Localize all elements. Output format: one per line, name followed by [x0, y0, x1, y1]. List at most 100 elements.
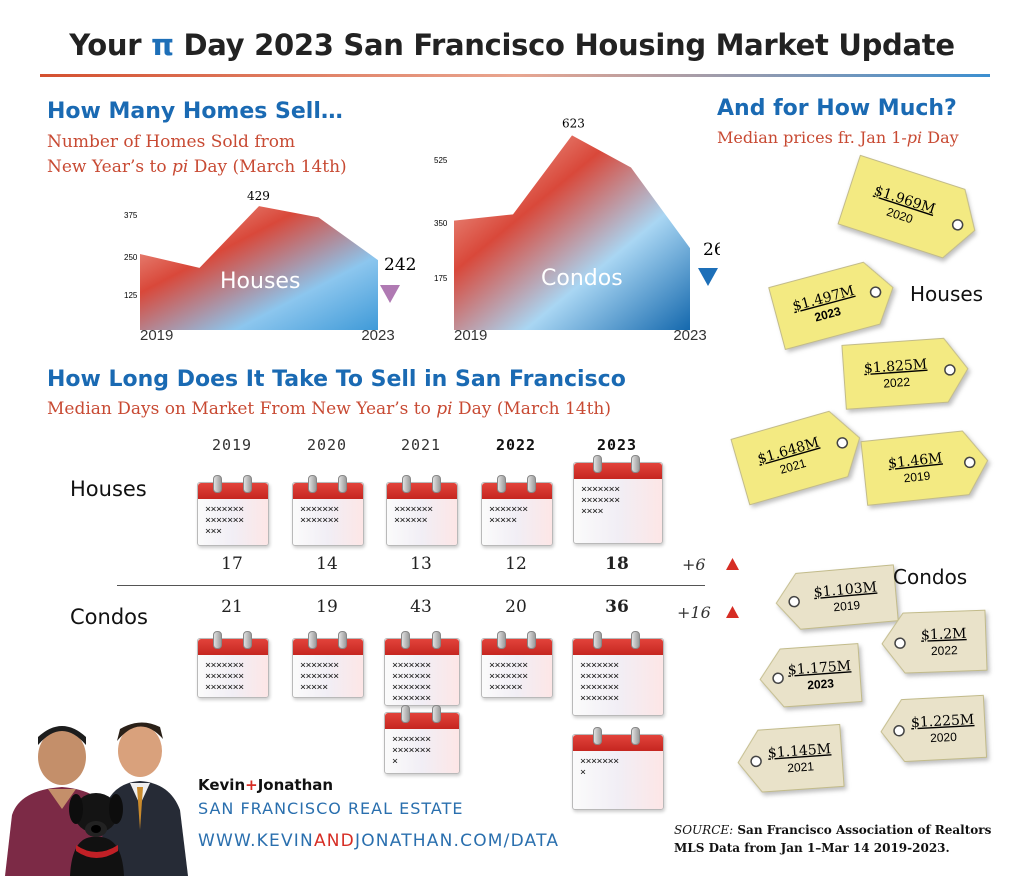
- condos-delta: +16: [677, 603, 711, 622]
- calendar-header: [385, 713, 459, 729]
- condos-days-calendar: ××××××× ××××××× ×××××: [292, 631, 364, 698]
- calendar-ring-icon: [592, 727, 602, 745]
- calendar-header: [198, 639, 268, 655]
- day-marks: ××××××× ××××××× ××××××× ×××××××: [580, 660, 619, 704]
- calendar-header: [574, 463, 662, 479]
- x-tick-label: 2021: [555, 327, 588, 344]
- condos-days-value: 21: [221, 597, 243, 617]
- tag-year: 2023: [813, 304, 843, 325]
- days-year-column-header: 2019: [211, 436, 253, 454]
- houses-days-calendar: ××××××× ××××××× ×××: [197, 475, 269, 546]
- x-tick-label: 2019: [140, 327, 173, 344]
- calendar-ring-icon: [307, 475, 317, 493]
- days-year-column-header: 2022: [495, 436, 537, 454]
- condos-days-value: 19: [316, 597, 338, 617]
- prices-subtitle: Median prices fr. Jan 1-pi Day: [717, 128, 959, 147]
- condos-days-calendar: ××××××× ×: [572, 727, 664, 810]
- tag-price: $1.175M: [787, 658, 851, 678]
- day-marks: ××××××× ××××××× ×: [392, 734, 431, 767]
- agent-names: Kevin+Jonathan: [198, 776, 334, 794]
- homes-sold-subtitle-line2: New Year’s to pi Day (March 14th): [47, 157, 347, 177]
- calendar-header: [573, 735, 663, 751]
- title-divider: [40, 74, 990, 77]
- tag-hole-icon: [836, 437, 849, 449]
- agents-photo: [5, 722, 188, 876]
- end-data-label: 262: [703, 240, 720, 260]
- houses-days-calendar: ××××××× ×××××: [481, 475, 553, 546]
- y-tick-label: 125: [124, 291, 138, 300]
- calendar-header: [293, 483, 363, 499]
- calendar-ring-icon: [432, 631, 442, 649]
- down-arrow-icon: [698, 268, 718, 286]
- calendar-ring-icon: [212, 631, 222, 649]
- tag-year: 2022: [883, 375, 911, 391]
- days-year-column-header: 2021: [400, 436, 442, 454]
- condos-days-calendar: ××××××× ××××××× ×: [384, 705, 460, 774]
- source-line-2: MLS Data from Jan 1–Mar 14 2019-2023.: [674, 841, 950, 855]
- tag-year: 2019: [903, 469, 931, 486]
- houses-chart-label: Houses: [220, 269, 301, 294]
- calendar-ring-icon: [242, 631, 252, 649]
- tag-year: 2023: [807, 676, 835, 692]
- calendar-header: [573, 639, 663, 655]
- homes-sold-charts: 375 250 125 2019 2020 2021 2022 2023 429 242 525 35…: [124, 116, 720, 344]
- calendar-ring-icon: [593, 455, 602, 473]
- tag-hole-icon: [869, 286, 882, 298]
- pi-symbol: π: [151, 28, 174, 62]
- houses-days-value: 12: [505, 554, 527, 574]
- x-tick-label: 2019: [454, 327, 487, 344]
- tag-hole-icon: [893, 725, 905, 737]
- tag-price: $1.145M: [767, 741, 831, 761]
- houses-days-value: 14: [316, 554, 338, 574]
- end-data-label: 242: [384, 255, 416, 275]
- calendar-ring-icon: [496, 475, 506, 493]
- calendar-ring-icon: [242, 475, 252, 493]
- tag-price: $1.825M: [863, 357, 927, 377]
- day-marks: ××××××× ××××××× ××××××: [489, 660, 528, 693]
- houses-days-value: 18: [605, 554, 629, 574]
- condos-days-calendar: ××××××× ××××××× ××××××× ×××××××: [384, 631, 460, 706]
- homes-sold-subtitle-line1: Number of Homes Sold from: [47, 132, 296, 152]
- peak-data-label: 623: [562, 116, 585, 130]
- calendar-ring-icon: [432, 705, 442, 723]
- tag-price: $1.225M: [911, 712, 975, 731]
- tag-year: 2019: [833, 598, 861, 614]
- tag-hole-icon: [750, 755, 762, 768]
- x-tick-label: 2022: [614, 327, 647, 344]
- calendar-ring-icon: [526, 631, 536, 649]
- days-houses-label: Houses: [70, 477, 147, 501]
- x-tick-label: 2022: [302, 327, 335, 344]
- houses-up-arrow-icon: [726, 558, 739, 570]
- tag-year: 2021: [787, 759, 815, 775]
- days-condos-label: Condos: [70, 605, 148, 629]
- price-tags: $1.969M2020$1.497M2023$1.825M2022$1.648M…: [730, 154, 989, 793]
- calendar-ring-icon: [212, 475, 222, 493]
- tag-hole-icon: [894, 637, 906, 649]
- down-arrow-icon: [380, 285, 400, 303]
- day-marks: ××××××× ××××××× ××××: [581, 484, 620, 517]
- calendar-ring-icon: [630, 455, 640, 473]
- calendar-ring-icon: [431, 475, 441, 493]
- website-link[interactable]: WWW.KEVINANDJONATHAN.COM/DATA: [198, 831, 560, 851]
- calendar-header: [482, 483, 552, 499]
- calendar-header: [198, 483, 268, 499]
- y-tick-label: 175: [434, 274, 448, 283]
- condos-area: [454, 135, 690, 330]
- days-subtitle: Median Days on Market From New Year’s to…: [47, 399, 611, 419]
- tag-price: $1.103M: [813, 579, 877, 600]
- condos-days-calendar: ××××××× ××××××× ××××××× ×××××××: [572, 631, 664, 716]
- calendar-header: [293, 639, 363, 655]
- source-line-1: SOURCE: San Francisco Association of Rea…: [674, 823, 992, 837]
- y-tick-label: 375: [124, 211, 138, 220]
- day-marks: ××××××× ××××××× ×××××: [300, 660, 339, 693]
- day-marks: ××××××× ××××××× ×××: [205, 504, 244, 537]
- row-divider: [117, 585, 705, 586]
- calendar-ring-icon: [307, 631, 317, 649]
- y-tick-label: 525: [434, 156, 448, 165]
- tag-hole-icon: [772, 672, 784, 684]
